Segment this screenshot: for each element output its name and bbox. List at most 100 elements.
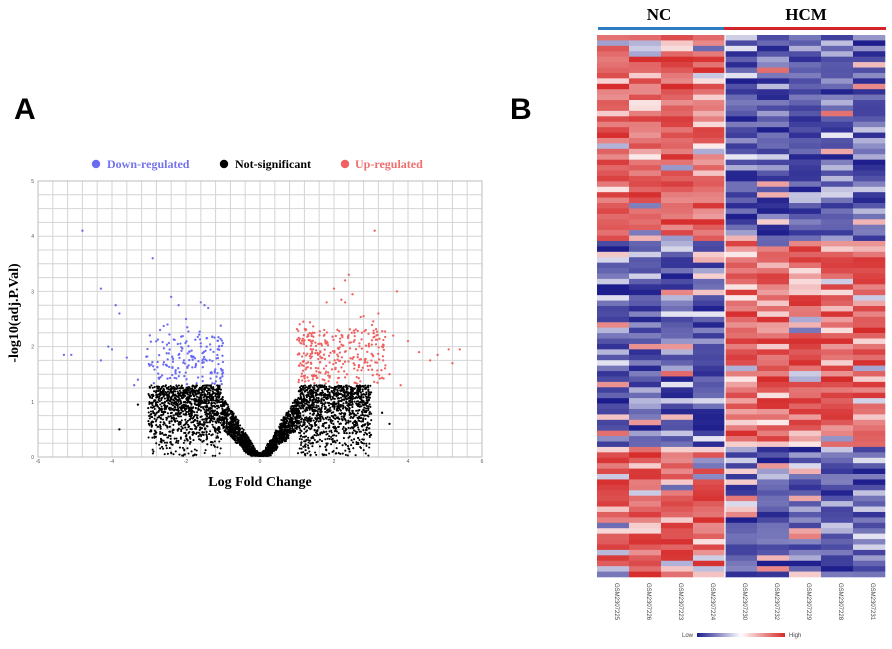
heatmap-cell xyxy=(693,110,726,117)
point-not-significant xyxy=(338,442,341,445)
point-not-significant xyxy=(349,420,352,423)
heatmap-cell xyxy=(725,100,758,106)
point-not-significant xyxy=(205,424,208,428)
heatmap-cell xyxy=(597,72,630,79)
heatmap-cell xyxy=(821,62,854,68)
heatmap-cell xyxy=(853,83,886,90)
heatmap-cell xyxy=(789,105,822,112)
heatmap-cell xyxy=(629,100,662,106)
point-not-significant xyxy=(301,410,304,413)
point-not-significant xyxy=(170,403,173,406)
heatmap-cell xyxy=(821,83,854,90)
y-tick-label: 3 xyxy=(31,289,34,295)
heatmap-cell xyxy=(789,94,822,101)
heatmap-cell xyxy=(693,148,726,155)
heatmap-cells xyxy=(597,35,886,578)
point-not-significant xyxy=(342,426,345,429)
heatmap-cell xyxy=(853,100,886,106)
plot-frame xyxy=(37,180,483,458)
heatmap-cell xyxy=(725,45,758,52)
point-not-significant xyxy=(148,417,151,420)
point-not-significant xyxy=(345,401,348,404)
heatmap-cell xyxy=(757,35,790,41)
heatmap-cell xyxy=(789,72,822,79)
heatmap-cell xyxy=(693,116,726,123)
heatmap-cell xyxy=(597,35,630,41)
heatmap-cell xyxy=(725,35,758,41)
point-not-significant xyxy=(315,453,318,456)
heatmap-cell xyxy=(757,121,790,128)
heatmap-cell xyxy=(725,56,758,63)
volcano-points xyxy=(62,229,461,457)
heatmap-cell xyxy=(693,143,726,150)
heatmap-cell xyxy=(789,78,822,85)
heatmap-cell xyxy=(597,143,630,150)
heatmap-cell xyxy=(661,116,694,123)
heatmap-cell xyxy=(725,94,758,101)
heatmap-cell xyxy=(597,148,630,155)
heatmap-cell xyxy=(629,78,662,85)
point-not-significant xyxy=(367,388,370,391)
heatmap-cell xyxy=(821,67,854,74)
heatmap-cell xyxy=(821,94,854,101)
heatmap-cell xyxy=(853,110,886,117)
heatmap-cell xyxy=(693,67,726,74)
x-tick-label: 0 xyxy=(259,459,262,465)
heatmap-cell xyxy=(629,35,662,41)
heatmap-cell xyxy=(757,67,790,74)
point-not-significant xyxy=(155,393,158,396)
heatmap-cell xyxy=(757,105,790,112)
point-not-significant xyxy=(158,423,162,427)
heatmap-cell xyxy=(821,127,854,133)
heatmap-cell xyxy=(853,121,886,128)
point-not-significant xyxy=(241,427,244,430)
heatmap-cell xyxy=(789,83,822,90)
heatmap-cell xyxy=(597,62,630,68)
heatmap-cell xyxy=(629,89,662,95)
point-not-significant xyxy=(206,421,209,424)
heatmap-cell xyxy=(597,127,630,133)
heatmap-cell xyxy=(693,78,726,85)
point-not-significant xyxy=(299,415,302,418)
heatmap-cell xyxy=(853,51,886,57)
point-not-significant xyxy=(361,438,364,441)
point-not-significant xyxy=(314,451,317,454)
point-not-significant xyxy=(307,436,310,439)
heatmap-cell xyxy=(725,143,758,150)
heatmap-cell xyxy=(789,110,822,117)
heatmap-cell xyxy=(821,143,854,150)
heatmap-cell xyxy=(693,51,726,57)
y-tick-label: 2 xyxy=(31,345,34,351)
heatmap-cell xyxy=(725,67,758,74)
heatmap-cell xyxy=(661,72,694,79)
heatmap-cell xyxy=(725,78,758,85)
heatmap-cell xyxy=(661,89,694,95)
heatmap-cell xyxy=(661,40,694,47)
heatmap-cell xyxy=(757,56,790,63)
point-not-significant xyxy=(299,424,302,427)
heatmap-cell xyxy=(629,132,662,139)
point-not-significant xyxy=(221,396,224,399)
heatmap-cell xyxy=(757,51,790,57)
panel-a-label: A xyxy=(14,93,36,126)
heatmap-cell xyxy=(597,51,630,57)
heatmap-cell xyxy=(789,45,822,52)
point-not-significant xyxy=(324,427,327,430)
heatmap-cell xyxy=(757,40,790,47)
y-tick-label: 4 xyxy=(31,234,34,240)
heatmap-cell xyxy=(661,143,694,150)
heatmap-cell xyxy=(661,148,694,155)
heatmap-cell xyxy=(693,105,726,112)
heatmap-cell xyxy=(661,35,694,41)
x-tick-label: -4 xyxy=(110,459,115,465)
heatmap-cell xyxy=(821,132,854,139)
point-not-significant xyxy=(318,445,322,448)
point-not-significant xyxy=(188,442,191,445)
heatmap-cell xyxy=(693,56,726,63)
heatmap-cell xyxy=(821,105,854,112)
heatmap-cell xyxy=(597,132,630,139)
point-not-significant xyxy=(147,407,150,410)
heatmap-cell xyxy=(725,89,758,95)
point-not-significant xyxy=(300,385,303,388)
